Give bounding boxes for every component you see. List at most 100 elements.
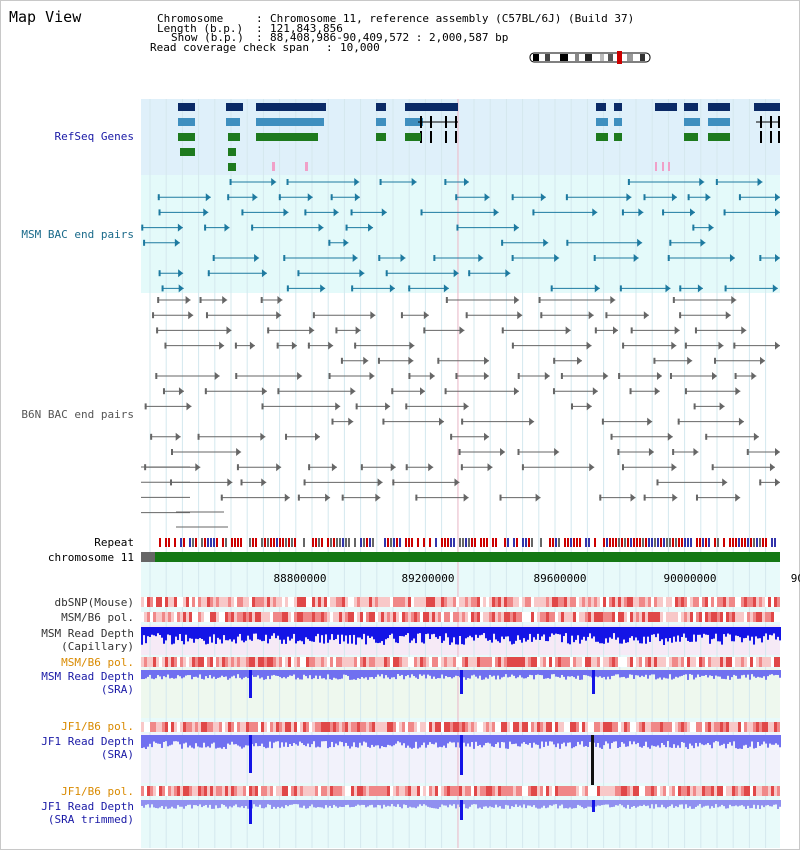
snp-heat-cell <box>645 612 648 622</box>
msm-depth-capillary-sublabel: (Capillary) <box>61 640 134 653</box>
read-depth-bar <box>707 627 709 635</box>
read-depth-bar <box>403 627 405 637</box>
read-depth-bar <box>569 735 571 743</box>
read-depth-bar <box>151 670 153 679</box>
read-depth-bar <box>343 627 345 642</box>
read-depth-bar <box>275 670 277 676</box>
read-depth-bar <box>487 670 489 679</box>
read-depth-bar <box>239 670 241 678</box>
read-depth-bar <box>497 627 499 642</box>
msm-bac-pair-end <box>158 209 161 216</box>
msm-bac-pair-arrow <box>705 193 711 202</box>
snp-heat-cell <box>507 612 510 622</box>
read-depth-bar <box>449 670 451 678</box>
read-depth-bar <box>765 735 767 744</box>
read-depth-bar <box>717 670 719 677</box>
snp-heat-cell <box>330 657 333 667</box>
repeat-element <box>657 538 659 547</box>
read-depth-bar <box>197 627 199 640</box>
repeat-element <box>255 538 257 547</box>
snp-heat-cell <box>306 597 309 607</box>
read-depth-bar <box>591 627 593 639</box>
read-depth-bar <box>541 735 543 742</box>
read-depth-bar <box>759 735 761 746</box>
snp-heat-cell <box>294 612 297 622</box>
refseq-gene <box>684 133 698 141</box>
ideogram-band <box>600 54 604 61</box>
read-depth-bar <box>671 735 673 748</box>
snp-heat-cell <box>327 786 330 796</box>
read-depth-bar <box>741 670 743 676</box>
read-depth-bar <box>327 800 329 808</box>
read-depth-bar <box>695 800 697 807</box>
read-depth-bar <box>281 670 283 679</box>
b6n-bac-pair-end <box>669 373 672 379</box>
read-depth-bar <box>561 800 563 805</box>
read-depth-bar <box>259 670 261 679</box>
b6n-bac-pair-end <box>297 494 300 501</box>
snp-heat-cell <box>771 657 774 667</box>
read-depth-bar <box>499 670 501 680</box>
snp-heat-cell <box>294 722 297 732</box>
read-depth-bar <box>499 800 501 807</box>
msm-bac-pair-arrow <box>254 254 260 262</box>
snp-heat-cell <box>609 722 612 732</box>
read-depth-bar <box>165 670 167 678</box>
msm-bac-pair-end <box>501 239 504 246</box>
snp-heat-cell <box>492 597 495 607</box>
snp-heat-cell <box>561 612 564 622</box>
read-depth-bar <box>751 627 753 637</box>
read-depth-bar <box>649 735 651 749</box>
snp-heat-cell <box>675 612 678 622</box>
snp-heat-cell <box>330 612 333 622</box>
read-depth-bar <box>659 627 661 642</box>
read-depth-bar <box>285 627 287 644</box>
repeat-element <box>750 538 752 547</box>
read-depth-bar <box>493 670 495 676</box>
read-depth-bar <box>739 627 741 638</box>
msm-bac-pair-arrow <box>775 254 780 262</box>
read-depth-bar <box>469 670 471 679</box>
read-depth-bar <box>319 670 321 676</box>
snp-heat-cell <box>492 722 495 732</box>
snp-heat-cell <box>339 786 342 796</box>
read-depth-bar <box>379 627 381 643</box>
b6n-bac-pair-end <box>705 433 708 440</box>
msm-bac-pair-end <box>456 224 459 231</box>
read-depth-bar <box>653 670 655 675</box>
snp-heat-cell <box>420 612 423 622</box>
read-depth-bar <box>655 627 657 638</box>
snp-heat-cell <box>423 612 426 622</box>
snp-heat-cell <box>210 657 213 667</box>
read-depth-bar <box>693 670 695 680</box>
read-depth-bar <box>561 670 563 675</box>
snp-heat-cell <box>264 722 267 732</box>
snp-heat-cell <box>552 722 555 732</box>
read-depth-bar <box>565 735 567 747</box>
snp-heat-cell <box>618 722 621 732</box>
read-depth-bar <box>187 670 189 676</box>
snp-heat-cell <box>444 657 447 667</box>
read-depth-bar <box>519 627 521 640</box>
msm-bac-pair-arrow <box>633 254 639 262</box>
read-depth-bar <box>401 627 403 637</box>
read-depth-bar <box>769 735 771 744</box>
read-depth-bar <box>359 627 361 638</box>
repeat-element <box>279 538 281 547</box>
snp-heat-cell <box>660 657 663 667</box>
read-depth-bar <box>665 627 667 639</box>
b6n-bac-pair-end <box>382 418 385 425</box>
repeat-element <box>603 538 605 547</box>
snp-heat-cell <box>174 657 177 667</box>
repeat-element <box>363 538 365 547</box>
read-depth-bar <box>409 800 411 807</box>
snp-heat-cell <box>696 612 699 622</box>
gene-exon <box>455 131 457 143</box>
snp-heat-cell <box>327 597 330 607</box>
snp-heat-cell <box>567 722 570 732</box>
read-depth-bar <box>367 670 369 680</box>
read-depth-bar <box>721 627 723 645</box>
read-depth-bar <box>441 800 443 805</box>
read-depth-bar <box>447 800 449 808</box>
